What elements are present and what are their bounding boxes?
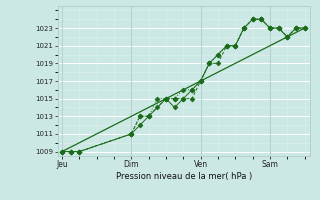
X-axis label: Pression niveau de la mer( hPa ): Pression niveau de la mer( hPa ) xyxy=(116,172,252,181)
